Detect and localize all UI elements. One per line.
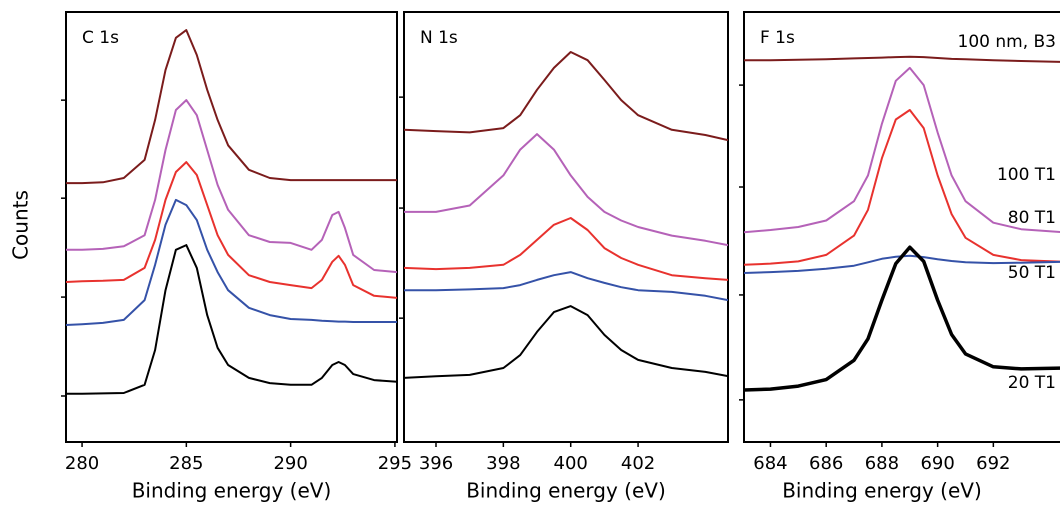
spectrum-line [404, 217, 728, 281]
x-tick-label: 280 [65, 453, 99, 474]
x-tick-label: 692 [976, 453, 1010, 474]
x-axis-label: Binding energy (eV) [466, 479, 666, 503]
spectrum-line [404, 133, 728, 247]
sample-label: 100 nm, B3 [958, 32, 1056, 52]
x-tick-label: 285 [169, 453, 203, 474]
x-tick-label: 398 [486, 453, 520, 474]
spectrum-line [404, 51, 728, 142]
spectrum-line [404, 305, 728, 379]
plot-frame [743, 11, 1060, 443]
spectrum-line [404, 271, 728, 302]
plot-frame [403, 11, 729, 443]
x-tick-label: 396 [419, 453, 453, 474]
y-axis-label: Counts [9, 190, 33, 260]
panel-title: C 1s [82, 28, 119, 48]
x-tick-label: 690 [920, 453, 954, 474]
spectrum-line [66, 198, 397, 326]
spectrum-line [744, 109, 1060, 266]
spectrum-line [66, 161, 397, 299]
sample-label: 100 T1 [997, 165, 1056, 185]
x-tick-label: 684 [753, 453, 787, 474]
x-tick-label: 686 [809, 453, 843, 474]
x-tick-label: 402 [621, 453, 655, 474]
spectrum-line [744, 66, 1060, 234]
x-tick-label: 295 [378, 453, 412, 474]
spectrum-line [66, 244, 397, 395]
spectrum-line [66, 29, 397, 185]
x-axis-label: Binding energy (eV) [782, 479, 982, 503]
spectrum-line [744, 245, 1060, 392]
panel-title: F 1s [760, 28, 795, 48]
sample-label: 20 T1 [1008, 373, 1056, 393]
plot-frame [65, 11, 398, 443]
sample-label: 80 T1 [1008, 208, 1056, 228]
x-axis-label: Binding energy (eV) [132, 479, 332, 503]
x-tick-label: 400 [554, 453, 588, 474]
spectrum-line [744, 55, 1060, 63]
panel-title: N 1s [420, 28, 458, 48]
sample-label: 50 T1 [1008, 263, 1056, 283]
spectrum-line [66, 99, 397, 274]
x-tick-label: 688 [865, 453, 899, 474]
x-tick-label: 290 [273, 453, 307, 474]
